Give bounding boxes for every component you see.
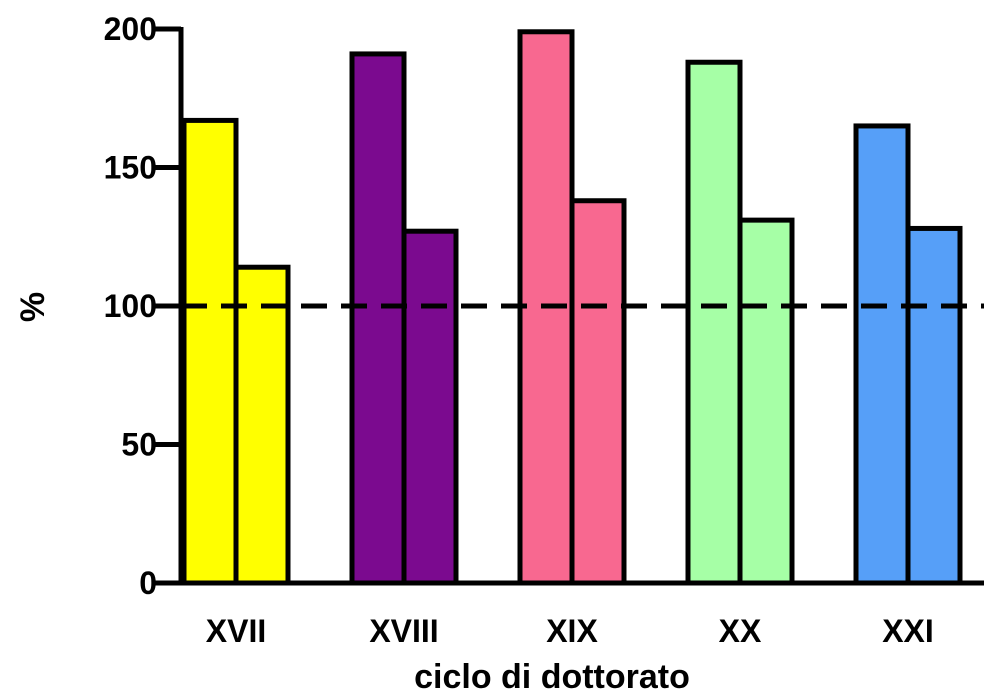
bar-xviii-1: [349, 51, 407, 586]
x-tick-label-xxi: XXI: [882, 613, 934, 649]
bar-xviii-2: [401, 228, 459, 586]
bar-xx-2: [737, 217, 795, 586]
y-tick-label-100: 100: [104, 288, 157, 324]
y-tick-label-200: 200: [104, 11, 157, 47]
bar-xix-2: [569, 198, 627, 586]
bar-xxi-1: [853, 123, 911, 586]
x-tick-label-xx: XX: [719, 613, 762, 649]
y-tick-label-50: 50: [121, 427, 157, 463]
y-axis-title: %: [14, 292, 52, 322]
bar-xx-1: [685, 59, 743, 586]
x-tick-label-xix: XIX: [546, 613, 598, 649]
x-axis-title: ciclo di dottorato: [414, 658, 690, 696]
bar-xvii-1: [181, 117, 239, 586]
bar-xvii-2: [233, 264, 291, 586]
label-layer: 0 50 100 150 200 XVII XVIII XIX XX XXI: [104, 11, 934, 649]
bar-xxi-2: [905, 225, 963, 586]
y-tick-label-150: 150: [104, 150, 157, 186]
x-tick-label-xvii: XVII: [206, 613, 266, 649]
y-tick-label-0: 0: [139, 565, 157, 601]
x-tick-label-xviii: XVIII: [369, 613, 438, 649]
